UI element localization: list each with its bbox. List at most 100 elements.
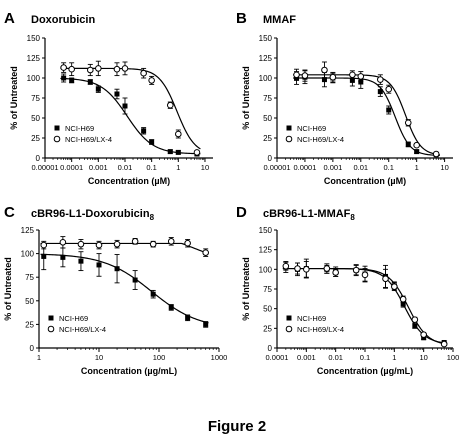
data-point — [382, 275, 389, 283]
data-point — [400, 301, 406, 307]
data-point — [321, 77, 327, 83]
data-point — [78, 258, 84, 264]
data-point — [167, 238, 175, 245]
y-tick-label: 75 — [263, 285, 272, 294]
x-tick-label: 0.001 — [323, 163, 342, 172]
data-point — [411, 316, 419, 323]
y-tick-label: 125 — [259, 246, 273, 255]
x-tick-label: 10 — [201, 163, 209, 172]
y-tick-label: 100 — [259, 74, 273, 83]
data-point — [294, 265, 301, 272]
legend: NCI-H69 NCI-H69/LX-4 — [285, 314, 344, 334]
x-tick-label: 0.01 — [328, 353, 343, 362]
data-point — [352, 266, 360, 274]
data-point — [40, 241, 48, 249]
data-point — [303, 266, 310, 273]
y-tick-label: 125 — [21, 226, 35, 235]
legend-label: NCI-H69 — [59, 314, 88, 323]
data-point — [140, 69, 147, 77]
legend: NCI-H69 NCI-H69/LX-4 — [285, 124, 344, 144]
legend-label: NCI-H69 — [297, 314, 326, 323]
x-axis-label: Concentration (µg/mL) — [317, 366, 413, 376]
fit-curve — [60, 67, 201, 150]
data-point — [329, 73, 337, 81]
data-point — [96, 262, 102, 268]
legend-marker — [54, 125, 60, 131]
x-axis-label: Concentration (µg/mL) — [81, 366, 177, 376]
y-tick-label: 25 — [263, 134, 272, 143]
y-tick-label: 100 — [259, 265, 273, 274]
chart-title: cBR96-L1-MMAF8 — [263, 208, 355, 222]
fit-curve — [40, 242, 209, 254]
y-tick-label: 25 — [263, 324, 272, 333]
y-tick-label: 0 — [268, 344, 273, 353]
x-tick-label: 0.00001 — [31, 163, 58, 172]
y-tick-label: 150 — [259, 34, 273, 43]
y-tick-label: 75 — [263, 94, 272, 103]
x-tick-label: 1 — [392, 353, 396, 362]
x-tick-label: 0.001 — [297, 353, 316, 362]
legend-label: NCI-H69/LX-4 — [297, 135, 344, 144]
panel-letter: D — [236, 204, 247, 221]
legend-marker — [285, 135, 293, 143]
data-point — [59, 238, 67, 246]
x-axis-label: Concentration (µM) — [324, 176, 406, 186]
y-tick-label: 100 — [27, 74, 41, 83]
y-tick-label: 50 — [25, 297, 34, 306]
chart-panel-b: B MMAF 0 25 50 75 100 125 150 0.00001 0.0001 0.001 0… — [236, 10, 453, 186]
y-tick-label: 100 — [21, 250, 35, 259]
data-point — [175, 130, 182, 138]
data-point — [60, 64, 67, 71]
data-point — [432, 150, 440, 158]
data-point — [185, 315, 191, 321]
y-tick-label: 75 — [31, 94, 40, 103]
x-tick-label: 0.01 — [353, 163, 368, 172]
data-point — [95, 86, 101, 92]
panel-letter: B — [236, 10, 247, 27]
y-axis-label: % of Untreated — [241, 66, 251, 130]
y-tick-label: 150 — [27, 34, 41, 43]
x-tick-label: 1000 — [211, 353, 228, 362]
y-tick-label: 50 — [263, 305, 272, 314]
data-point — [293, 71, 300, 79]
y-tick-label: 25 — [25, 320, 34, 329]
series-nci-h69 — [60, 73, 201, 157]
data-point — [184, 239, 191, 247]
data-point — [385, 85, 393, 93]
data-point — [440, 340, 448, 348]
data-point — [167, 149, 173, 155]
y-tick-label: 150 — [259, 226, 273, 235]
series-nci-h69 — [40, 242, 209, 328]
data-point — [150, 291, 156, 297]
y-tick-label: 0 — [36, 154, 41, 163]
data-point — [149, 139, 155, 145]
chart-title: Doxorubicin — [31, 14, 95, 26]
y-tick-label: 25 — [31, 134, 40, 143]
x-tick-label: 0.01 — [118, 163, 133, 172]
legend-marker — [48, 315, 54, 321]
y-axis-label: % of Untreated — [9, 66, 19, 130]
chart-panel-a: A Doxorubicin 0 25 50 75 100 125 150 0.00001 0.000… — [4, 10, 213, 186]
x-tick-label: 10 — [95, 353, 103, 362]
data-point — [113, 240, 121, 248]
x-tick-label: 0.0001 — [293, 163, 316, 172]
legend-marker — [286, 315, 292, 321]
legend-label: NCI-H69/LX-4 — [65, 135, 112, 144]
y-tick-label: 50 — [31, 114, 40, 123]
legend-marker — [286, 125, 292, 131]
legend-marker — [285, 325, 293, 333]
x-tick-label: 10 — [419, 353, 427, 362]
data-point — [69, 77, 75, 83]
legend: NCI-H69 NCI-H69/LX-4 — [47, 314, 106, 334]
data-point — [377, 89, 383, 95]
x-tick-label: 0.001 — [89, 163, 108, 172]
y-axis-label: % of Untreated — [3, 257, 13, 321]
data-point — [122, 103, 128, 109]
y-tick-label: 75 — [25, 273, 34, 282]
data-point — [193, 149, 201, 156]
data-point — [141, 128, 147, 134]
data-point — [68, 65, 75, 73]
data-point — [405, 141, 411, 147]
